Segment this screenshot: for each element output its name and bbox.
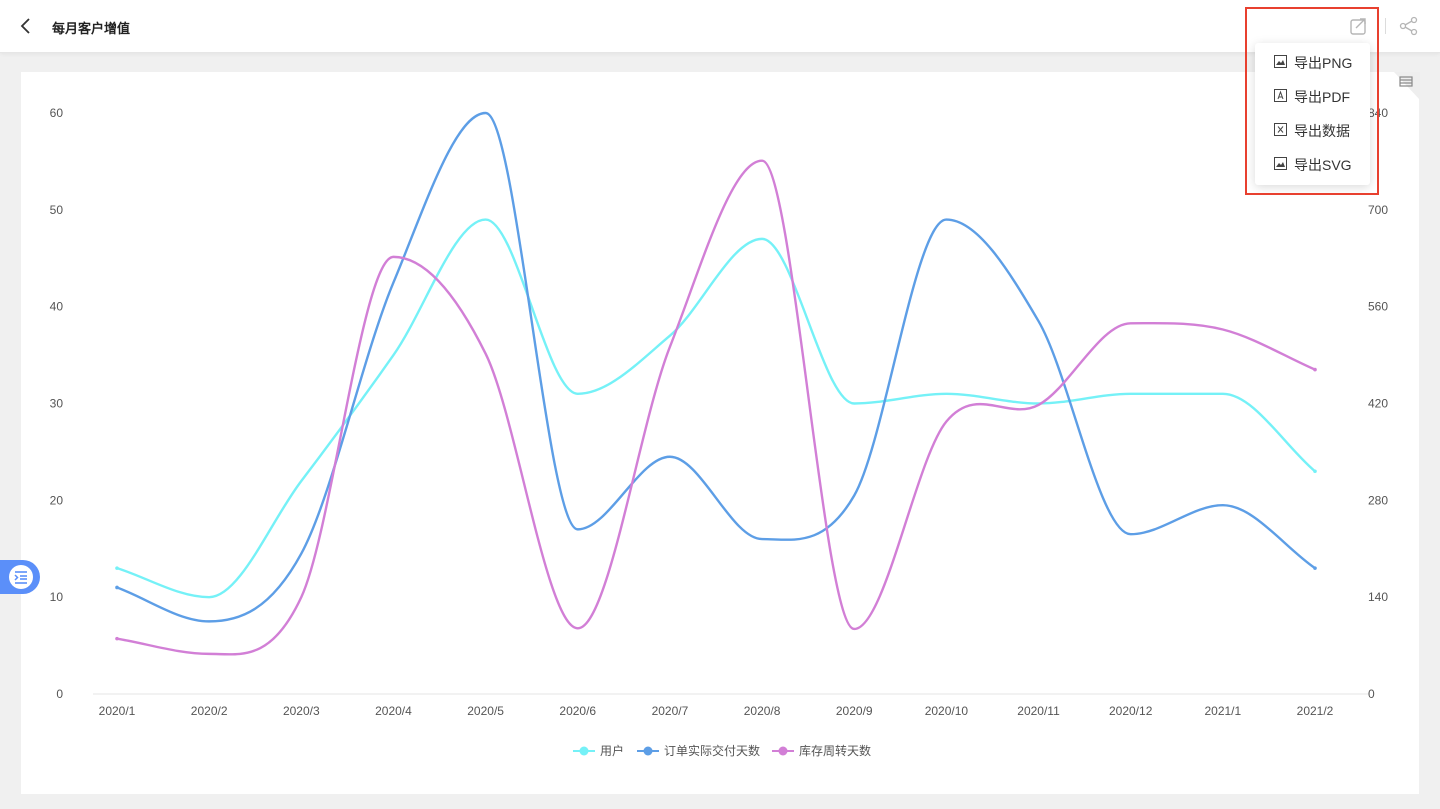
export-png-label: 导出PNG bbox=[1294, 55, 1353, 71]
y-right-tick-label: 420 bbox=[1368, 397, 1388, 411]
export-pdf-label: 导出PDF bbox=[1294, 89, 1350, 105]
y-left-tick-label: 50 bbox=[50, 203, 64, 217]
x-tick-label: 2020/2 bbox=[191, 704, 228, 718]
export-png-item[interactable]: 导出PNG bbox=[1255, 47, 1370, 77]
series-point bbox=[115, 636, 119, 641]
x-tick-label: 2020/4 bbox=[375, 704, 412, 718]
data-table-icon[interactable] bbox=[1394, 72, 1420, 100]
legend-label: 用户 bbox=[600, 743, 624, 758]
legend-marker bbox=[778, 746, 788, 756]
y-left-tick-label: 10 bbox=[50, 590, 64, 604]
image-icon bbox=[1274, 55, 1287, 68]
export-data-label: 导出数据 bbox=[1294, 123, 1350, 139]
x-tick-label: 2021/2 bbox=[1297, 704, 1334, 718]
y-right-tick-label: 280 bbox=[1368, 493, 1388, 507]
legend-label: 库存周转天数 bbox=[799, 743, 871, 758]
x-tick-label: 2020/3 bbox=[283, 704, 320, 718]
export-dropdown-menu: 导出PNG 导出PDF 导出数据 导出SVG bbox=[1255, 43, 1370, 185]
export-pdf-item[interactable]: 导出PDF bbox=[1255, 81, 1370, 111]
x-tick-label: 2020/9 bbox=[836, 704, 873, 718]
export-svg-item[interactable]: 导出SVG bbox=[1255, 149, 1370, 179]
legend-marker bbox=[643, 746, 653, 756]
y-left-tick-label: 0 bbox=[56, 687, 63, 701]
list-indent-icon bbox=[9, 565, 33, 589]
back-arrow-icon[interactable] bbox=[14, 14, 38, 38]
top-bar: 每月客户增值 bbox=[0, 0, 1440, 53]
x-tick-label: 2020/5 bbox=[467, 704, 504, 718]
legend-marker bbox=[579, 746, 589, 756]
pdf-icon bbox=[1274, 89, 1287, 102]
y-left-tick-label: 60 bbox=[50, 106, 64, 120]
series-line-3 bbox=[116, 159, 1316, 656]
export-icon[interactable] bbox=[1348, 15, 1370, 37]
y-right-tick-label: 700 bbox=[1368, 203, 1388, 217]
x-tick-label: 2020/10 bbox=[925, 704, 969, 718]
series-point bbox=[1313, 566, 1317, 570]
x-tick-label: 2020/1 bbox=[99, 704, 136, 718]
x-tick-label: 2021/1 bbox=[1204, 704, 1241, 718]
export-data-item[interactable]: 导出数据 bbox=[1255, 115, 1370, 145]
y-left-tick-label: 20 bbox=[50, 493, 64, 507]
x-tick-label: 2020/6 bbox=[559, 704, 596, 718]
x-tick-label: 2020/11 bbox=[1017, 704, 1060, 718]
series-point bbox=[115, 585, 119, 590]
x-tick-label: 2020/7 bbox=[652, 704, 689, 718]
series-point bbox=[1313, 367, 1317, 372]
y-left-tick-label: 30 bbox=[50, 397, 64, 411]
series-line-2 bbox=[116, 111, 1316, 623]
legend-label: 订单实际交付天数 bbox=[664, 743, 760, 758]
series-line-1 bbox=[116, 218, 1316, 599]
image-icon bbox=[1274, 157, 1287, 170]
chart-card: 0 10 20 30 40 50 60 0 140 280 420 560 700 840 2020/1 20… bbox=[21, 72, 1419, 794]
y-right-tick-label: 140 bbox=[1368, 590, 1388, 604]
page-title: 每月客户增值 bbox=[52, 21, 131, 36]
export-svg-label: 导出SVG bbox=[1294, 157, 1352, 173]
series-point bbox=[1313, 469, 1317, 474]
excel-icon bbox=[1274, 123, 1287, 136]
series-point bbox=[115, 566, 119, 570]
highlight-annotation-box bbox=[1245, 7, 1379, 195]
y-left-tick-label: 40 bbox=[50, 300, 64, 314]
x-tick-label: 2020/8 bbox=[744, 704, 781, 718]
x-tick-label: 2020/12 bbox=[1109, 704, 1153, 718]
share-icon[interactable] bbox=[1398, 15, 1420, 37]
y-right-tick-label: 560 bbox=[1368, 300, 1388, 314]
y-right-tick-label: 0 bbox=[1368, 687, 1375, 701]
toolbar-divider bbox=[1385, 18, 1386, 34]
side-panel-toggle[interactable] bbox=[0, 560, 40, 594]
